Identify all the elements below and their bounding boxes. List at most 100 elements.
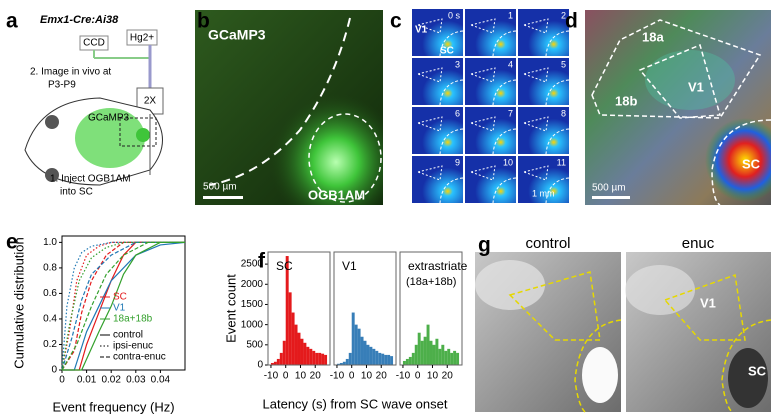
indicator-label: GCaMP3: [88, 113, 130, 124]
mouse-line: Emx1-Cre:Ai38: [40, 14, 119, 26]
panel-label: a: [6, 10, 18, 33]
hist-bar: [424, 337, 427, 365]
hist-bar: [315, 353, 318, 365]
panel-label: d: [565, 10, 578, 33]
hist-bar: [355, 325, 358, 365]
hist-bar: [358, 329, 361, 365]
hist-bar: [387, 355, 390, 365]
hist-bar: [447, 349, 450, 365]
hist-bar: [403, 361, 406, 365]
x-tick-label: 0.03: [126, 375, 146, 386]
frame-label: 0 s: [448, 10, 461, 20]
hist-bar: [435, 339, 438, 365]
camera-label: CCD: [83, 38, 105, 49]
hist-bar: [364, 341, 367, 365]
age: P3-P9: [48, 80, 76, 91]
x-tick-label: 0: [415, 371, 421, 382]
x-tick-label: 0: [349, 371, 355, 382]
x-tick-label: 20: [310, 371, 322, 382]
hist-bar: [381, 354, 384, 365]
frame-label: 10: [503, 157, 513, 167]
hist-bar: [277, 359, 280, 365]
image-title: control: [525, 235, 570, 252]
subplot-subtitle: (18a+18b): [406, 276, 456, 288]
scale-label: 500 µm: [203, 182, 237, 193]
hist-bar: [280, 353, 283, 365]
x-tick-label: 10: [361, 371, 373, 382]
x-tick-label: -10: [264, 371, 279, 382]
x-tick-label: 20: [442, 371, 454, 382]
x-axis-title: Event frequency (Hz): [52, 399, 174, 414]
hist-bar: [406, 359, 409, 365]
subplot-title: extrastriate: [408, 259, 468, 273]
image-title: enuc: [682, 235, 715, 252]
scale-bar: [203, 196, 243, 199]
hist-bar: [303, 343, 306, 365]
legend-label: SC: [113, 292, 127, 303]
y-tick-label: 500: [246, 339, 263, 350]
image-label: GCaMP3: [208, 27, 266, 43]
hist-bar: [438, 349, 441, 365]
x-tick-label: -10: [330, 371, 345, 382]
x-tick-label: 0.02: [101, 375, 121, 386]
hist-bar: [346, 359, 349, 365]
hist-bar: [450, 353, 453, 365]
hist-bar: [349, 353, 352, 365]
legend-label: control: [113, 330, 143, 341]
frame-label: 5: [561, 59, 566, 69]
y-tick-label: 0.6: [43, 288, 57, 299]
hist-bar: [415, 345, 418, 365]
hist-bar: [369, 347, 372, 365]
lens-label: 2X: [144, 96, 157, 107]
hist-bar: [444, 351, 447, 365]
hist-bar: [283, 341, 286, 365]
hist-bar: [321, 354, 324, 365]
panel-g: control enuc V1 SC: [475, 235, 771, 412]
x-tick-label: 0.01: [77, 375, 97, 386]
scale-bar: [592, 196, 630, 199]
step1: 1. Inject OGB1AM: [50, 174, 131, 185]
hist-bar: [289, 292, 292, 365]
hist-bar: [453, 351, 456, 365]
hist-bar: [309, 349, 312, 365]
x-tick-label: 20: [376, 371, 388, 382]
frame-label: 7: [508, 108, 513, 118]
area-label: V1: [700, 295, 716, 310]
hist-bar: [318, 353, 321, 365]
hist-bar: [295, 325, 298, 365]
y-tick-label: 1000: [241, 319, 264, 330]
eye: [45, 115, 59, 129]
frame-label: 9: [455, 157, 460, 167]
legend-label: ipsi-enuc: [113, 341, 153, 352]
lamp-label: Hg2+: [130, 33, 154, 44]
hist-bar: [427, 325, 430, 365]
hist-bar: [298, 333, 301, 365]
frame-label: 1: [508, 10, 513, 20]
y-tick-label: 1500: [241, 299, 264, 310]
panel-d: 18a V1 18b SC 500 µm: [585, 10, 771, 205]
hist-bar: [306, 347, 309, 365]
legend-label: V1: [113, 303, 126, 314]
x-tick-label: 0: [59, 375, 65, 386]
area-label: SC: [440, 46, 454, 57]
y-tick-label: 0: [257, 360, 263, 371]
hist-bar: [421, 341, 424, 365]
panel-label: g: [478, 234, 491, 257]
hist-bar: [375, 351, 378, 365]
hist-bar: [456, 353, 459, 365]
figure: Emx1-Cre:Ai38 Hg2+ CCD 2. Image in vivo …: [0, 0, 771, 420]
y-tick-label: 0.2: [43, 339, 57, 350]
texture: [475, 260, 545, 310]
x-tick-label: 10: [427, 371, 439, 382]
area-label: 18a: [642, 29, 664, 44]
hist-bar: [366, 345, 369, 365]
hist-bar: [300, 339, 303, 365]
area-label: V1: [415, 25, 428, 36]
scale-label: 500 µm: [592, 183, 626, 194]
hist-bar: [378, 353, 381, 365]
hist-bar: [312, 351, 315, 365]
panel-label: c: [390, 10, 402, 33]
hist-bar: [352, 313, 355, 365]
hist-bar: [432, 345, 435, 365]
